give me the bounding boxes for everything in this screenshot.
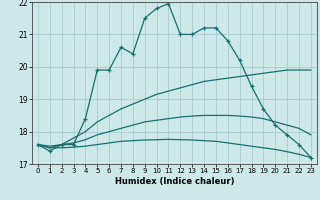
X-axis label: Humidex (Indice chaleur): Humidex (Indice chaleur) bbox=[115, 177, 234, 186]
